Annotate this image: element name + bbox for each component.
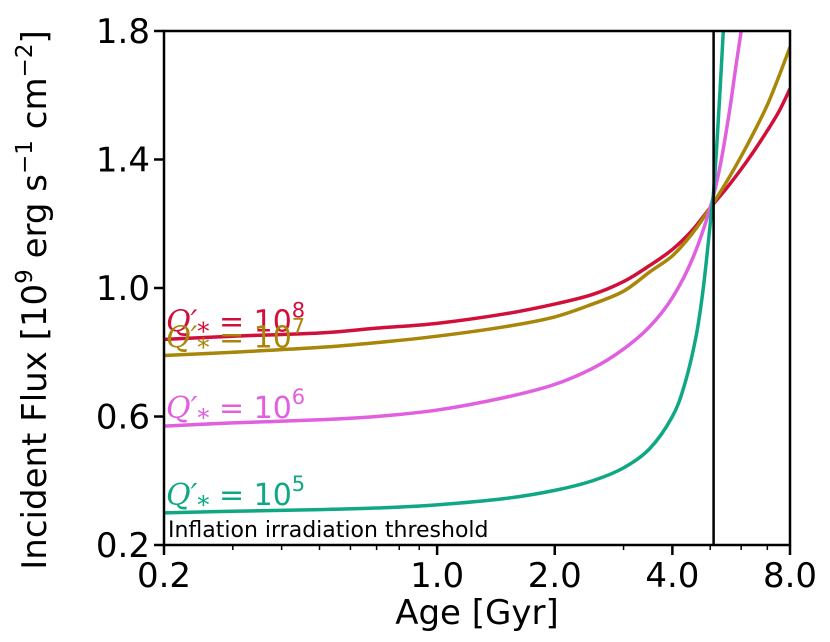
y-tick-label: 0.6 — [96, 398, 150, 438]
x-tick-label: 0.2 — [137, 556, 191, 596]
series-label-5: Q′* = 105 — [166, 472, 305, 519]
plot-frame — [162, 29, 792, 547]
y-tick-label: 0.2 — [96, 526, 150, 566]
series-label-8: Q′* = 108 — [166, 298, 305, 345]
x-tick-label: 4.0 — [645, 556, 699, 596]
series-label-6: Q′* = 106 — [166, 385, 305, 432]
series-line-6 — [164, 31, 743, 428]
series-line-7 — [164, 46, 790, 358]
vline-annotation: Inflation irradiation threshold — [168, 518, 489, 543]
y-tick-label: 1.8 — [96, 12, 150, 52]
x-axis-label: Age [Gyr] — [395, 593, 559, 633]
y-tick-label: 1.4 — [96, 141, 150, 181]
series-label-7: Q′* = 107 — [166, 314, 305, 361]
x-tick-label: 8.0 — [763, 556, 817, 596]
y-axis-label: Incident Flux [109 erg s−1 cm−2] — [12, 30, 55, 569]
y-tick-label: 1.0 — [96, 269, 150, 309]
x-tick-label: 2.0 — [528, 556, 582, 596]
series-line-8 — [164, 88, 790, 342]
x-tick-label: 1.0 — [410, 556, 464, 596]
